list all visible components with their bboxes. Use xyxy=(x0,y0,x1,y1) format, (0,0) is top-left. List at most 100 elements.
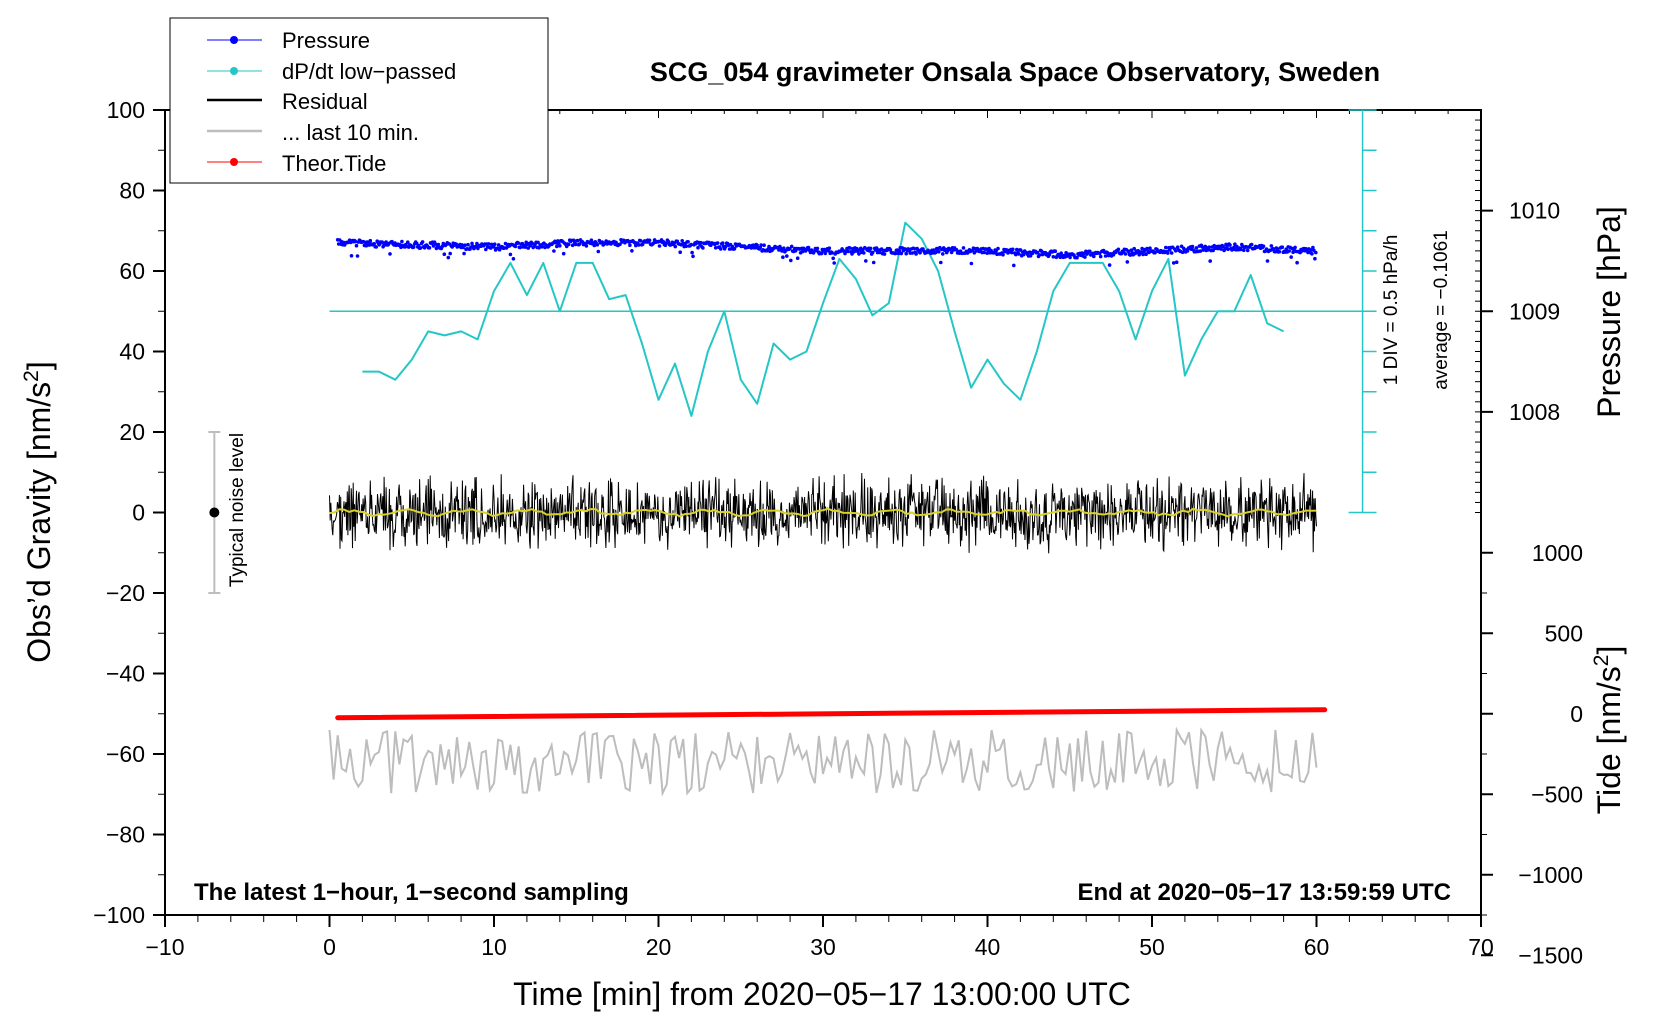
pressure-point xyxy=(503,241,508,246)
pressure-point xyxy=(1105,251,1110,255)
pressure-point xyxy=(1277,249,1282,254)
pressure-point xyxy=(1239,247,1243,252)
pressure-point xyxy=(427,246,432,250)
pressure-point xyxy=(1313,256,1317,261)
pressure-point xyxy=(678,250,682,254)
pressure-point xyxy=(1223,246,1227,251)
tide-tick-label: 500 xyxy=(1545,620,1583,646)
pressure-point xyxy=(1098,254,1103,259)
pressure-point xyxy=(1164,245,1168,250)
pressure-point xyxy=(488,246,493,250)
pressure-point xyxy=(566,242,571,247)
pressure-point xyxy=(789,258,793,263)
y-axis-label-main: Obs’d Gravity [nm/s xyxy=(21,382,57,663)
pressure-point xyxy=(595,243,600,247)
pressure-point xyxy=(630,249,634,253)
legend-tide-dot xyxy=(230,158,238,166)
pressure-point xyxy=(848,246,852,250)
pressure-point xyxy=(1116,247,1121,252)
noise-level-label: Typical noise level xyxy=(227,433,248,587)
pressure-point xyxy=(1175,245,1180,249)
pressure-point xyxy=(1185,249,1190,253)
pressure-point xyxy=(1173,249,1178,253)
pressure-point xyxy=(372,242,377,246)
pressure-point xyxy=(1235,244,1239,249)
pressure-point xyxy=(1273,249,1278,254)
y-tick-label: −100 xyxy=(93,902,145,928)
pressure-point xyxy=(1037,253,1042,257)
pressure-point xyxy=(1083,255,1087,259)
x-tick-label: −10 xyxy=(145,934,184,960)
pressure-point xyxy=(1139,250,1143,254)
pressure-point xyxy=(1261,244,1266,248)
x-tick-label: 40 xyxy=(975,934,1001,960)
x-axis-ticks: −10 0 10 20 30 40 50 60 70 xyxy=(145,110,1494,960)
x-tick-label: 10 xyxy=(481,934,507,960)
pressure-point xyxy=(584,244,589,248)
pressure-point xyxy=(1269,244,1274,248)
pressure-point xyxy=(1010,250,1014,255)
pressure-point xyxy=(573,242,578,247)
tide-tick-label: −1000 xyxy=(1518,862,1583,888)
pressure-point xyxy=(1145,246,1149,251)
pressure-tick-label: 1009 xyxy=(1509,298,1560,324)
legend-item-residual: Residual xyxy=(207,89,368,114)
tide-tick-label: 0 xyxy=(1570,701,1583,727)
pressure-point xyxy=(868,246,873,251)
pressure-point xyxy=(552,249,556,253)
pressure-tick-label: 1008 xyxy=(1509,399,1560,425)
pressure-point xyxy=(353,239,358,244)
pressure-point xyxy=(406,240,410,244)
pressure-point xyxy=(686,240,690,244)
pressure-point xyxy=(1011,247,1015,252)
y-tick-label: 60 xyxy=(119,258,145,284)
legend-item-pressure: Pressure xyxy=(207,28,370,53)
pressure-point xyxy=(870,250,875,255)
pressure-point xyxy=(420,240,425,244)
legend-pressure-label: Pressure xyxy=(282,28,370,53)
pressure-point xyxy=(1015,247,1019,252)
pressure-point xyxy=(657,244,662,248)
pressure-point xyxy=(969,261,974,266)
pressure-point xyxy=(699,240,703,245)
y-tick-label: 80 xyxy=(119,178,145,204)
pressure-point xyxy=(819,251,824,256)
pressure-point xyxy=(462,251,466,256)
pressure-point xyxy=(815,246,820,251)
pressure-point xyxy=(496,243,501,247)
pressure-points xyxy=(335,238,1318,268)
pressure-point xyxy=(780,249,784,253)
pressure-point xyxy=(893,251,898,256)
pressure-point xyxy=(1103,254,1108,258)
pressure-point xyxy=(846,249,850,254)
pressure-point xyxy=(939,260,943,265)
pressure-point xyxy=(484,247,488,252)
pressure-point xyxy=(1107,263,1112,267)
pressure-point xyxy=(1291,250,1295,254)
pressure-point xyxy=(1309,248,1313,252)
pressure-point xyxy=(1123,252,1128,256)
pressure-point xyxy=(647,238,652,243)
pressure-point xyxy=(511,257,516,261)
pressure-point xyxy=(526,246,530,250)
pressure-point xyxy=(523,245,528,249)
pressure-point xyxy=(718,247,723,251)
pressure-point xyxy=(384,240,388,244)
y-tick-label: 0 xyxy=(132,500,145,526)
pressure-point xyxy=(1012,263,1016,268)
pressure-point xyxy=(508,252,513,257)
legend-residual-label: Residual xyxy=(282,89,368,114)
y-axis-label-close: ] xyxy=(21,361,57,370)
pressure-point xyxy=(380,240,384,244)
x-tick-label: 20 xyxy=(646,934,672,960)
pressure-point xyxy=(1088,249,1092,254)
pressure-point xyxy=(1198,249,1203,253)
pressure-point xyxy=(996,246,1000,251)
pressure-point xyxy=(701,246,705,250)
pressure-point xyxy=(723,244,728,249)
pressure-point xyxy=(1132,246,1136,251)
chart-title: SCG_054 gravimeter Onsala Space Observat… xyxy=(650,57,1380,87)
pressure-point xyxy=(1207,245,1211,249)
pressure-point xyxy=(1051,254,1056,259)
